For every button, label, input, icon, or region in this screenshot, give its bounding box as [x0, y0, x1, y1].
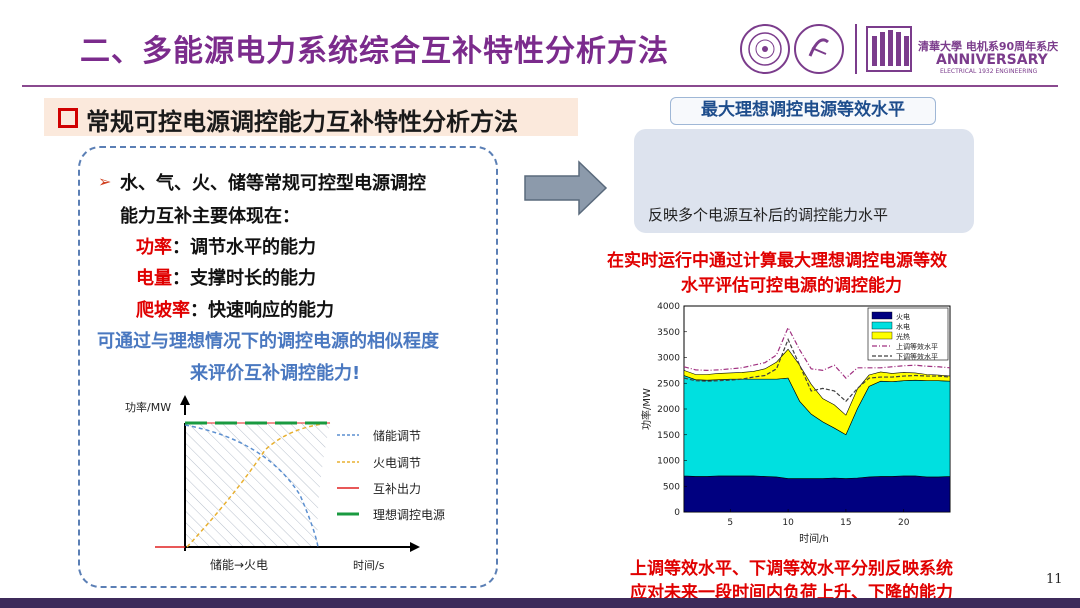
y-tick-label: 0	[674, 508, 680, 518]
equivalent-level-line-0	[683, 326, 951, 379]
equivalent-level-line-1	[683, 337, 951, 403]
capability-desc: ：支撑时长的能力	[172, 268, 316, 289]
y-tick-labels: 0 500 1000 1500 2000 2500 3000 3500 4000	[657, 302, 687, 518]
area-series-2	[683, 348, 951, 436]
legend-swatch-2	[871, 331, 893, 340]
legend-label-4: 下调等效水平	[896, 352, 938, 361]
line-layers	[683, 326, 951, 403]
bullet-text-line1: 水、气、火、储等常规可控型电源调控	[120, 173, 426, 194]
capability-item-ramp: 爬坡率：快速响应的能力	[136, 296, 334, 322]
realtime-note-line2: 水平评估可控电源的调控能力	[681, 276, 902, 296]
evaluation-note-line1: 可通过与理想情况下的调控电源的相似程度	[97, 331, 439, 352]
legend-label-3: 上调等效水平	[896, 342, 938, 351]
storage-area-hatch	[185, 423, 330, 547]
legend-complement-label: 互补出力	[373, 482, 421, 496]
capability-key: 电量	[136, 268, 172, 289]
schematic-xlabel: 时间/s	[353, 559, 385, 572]
y-tick-label: 2000	[657, 405, 680, 415]
footer-bar	[0, 598, 1080, 608]
legend-swatch-0	[871, 311, 893, 320]
chart-xlabel: 时间/h	[799, 532, 829, 545]
area-layers	[683, 348, 951, 513]
department-emblem-logo	[794, 24, 844, 74]
chart-ylabel: 功率/MW	[640, 388, 653, 430]
x-tick-label: 20	[898, 518, 910, 528]
y-tick-label: 2500	[657, 379, 680, 389]
description-box	[634, 129, 974, 233]
area-series-0	[683, 475, 951, 513]
legend-label-2: 光热	[896, 332, 910, 341]
page-title: 二、多能源电力系统综合互补特性分析方法	[80, 34, 669, 69]
x-axis-arrow-icon	[410, 542, 420, 552]
x-tick-label: 10	[782, 518, 794, 528]
capability-desc: ：快速响应的能力	[190, 300, 334, 321]
left-dashed-panel	[78, 146, 498, 588]
thermal-regulation-curve	[186, 422, 331, 548]
anniversary-wordmark: ANNIVERSARY	[936, 52, 1048, 68]
schematic-ylabel: 功率/MW	[125, 400, 171, 414]
x-tick-label: 5	[727, 518, 733, 528]
anniversary-building-logo	[866, 26, 912, 72]
y-tick-label: 1000	[657, 457, 680, 467]
anniversary-caption: 清華大學 电机系90周年系庆	[918, 40, 1059, 53]
conclusion-note-line1: 上调等效水平、下调等效水平分别反映系统	[630, 559, 953, 579]
capability-key: 爬坡率	[136, 300, 190, 321]
square-bullet-icon	[58, 108, 78, 128]
subtitle-background	[44, 98, 578, 136]
legend-label-0: 火电	[896, 312, 910, 321]
bullet-arrow-icon: ➢	[98, 172, 112, 191]
y-tick-label: 4000	[657, 302, 680, 312]
legend-label-1: 水电	[896, 322, 910, 331]
bullet-text-line2: 能力互补主要体现在：	[120, 206, 300, 227]
flow-arrow-icon	[524, 160, 608, 216]
y-tick-label: 3000	[657, 354, 680, 364]
capability-item-energy: 电量：支撑时长的能力	[136, 264, 316, 290]
x-tick-labels: 5 10 15 20	[727, 509, 910, 528]
description-text: 反映多个电源互补后的调控能力水平	[648, 206, 889, 224]
page-number: 11	[1046, 572, 1063, 587]
tsinghua-seal-logo	[740, 24, 790, 74]
realtime-note-line1: 在实时运行中通过计算最大理想调控电源等效	[607, 251, 947, 271]
storage-regulation-curve	[184, 424, 319, 548]
legend-storage-label: 储能调节	[373, 428, 421, 443]
x-tick-label: 15	[840, 518, 851, 528]
evaluation-note-line2: 来评价互补调控能力!	[190, 363, 361, 384]
y-tick-label: 3500	[657, 328, 680, 338]
capability-desc: ：调节水平的能力	[172, 237, 316, 258]
capability-item-power: 功率：调节水平的能力	[136, 233, 316, 259]
title-divider	[22, 85, 1058, 87]
legend-ideal-label: 理想调控电源	[373, 507, 445, 522]
section-subtitle: 常规可控电源调控能力互补特性分析方法	[86, 108, 518, 136]
capability-key: 功率	[136, 237, 172, 258]
legend-swatch-1	[871, 321, 893, 330]
y-tick-label: 1500	[657, 431, 680, 441]
y-tick-label: 500	[663, 482, 680, 492]
dispatch-area-chart: 0 500 1000 1500 2000 2500 3000 3500 4000 5 10 15 20…	[640, 302, 951, 545]
anniversary-subcaption: ELECTRICAL 1932 ENGINEERING	[940, 68, 1038, 75]
y-axis-arrow-icon	[180, 395, 190, 405]
legend-thermal-label: 火电调节	[373, 456, 421, 470]
logo-separator	[855, 24, 857, 74]
complement-schematic-chart: 功率/MW 储能调节 火电调节 互补出力 理想调控电源 储能→火电 时间/s	[125, 395, 445, 572]
schematic-x-annotation: 储能→火电	[210, 557, 268, 572]
max-ideal-source-label: 最大理想调控电源等效水平	[670, 97, 936, 125]
